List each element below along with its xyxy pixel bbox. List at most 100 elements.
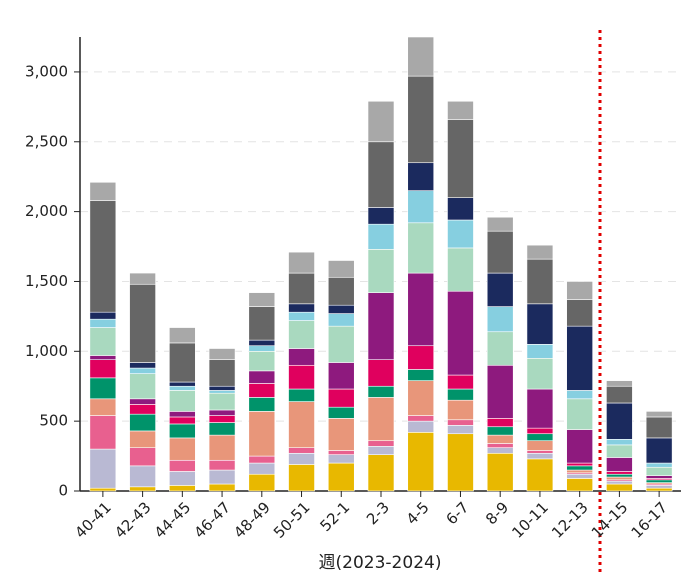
bar-segment <box>288 311 315 321</box>
bar-segment <box>367 445 395 455</box>
bar-segment <box>526 433 554 442</box>
bar-segment <box>447 399 474 421</box>
bar-segment <box>169 390 196 412</box>
bar-segment <box>606 385 633 404</box>
bar-segment <box>606 439 633 446</box>
bar-segment <box>645 466 673 476</box>
bar-segment <box>526 427 554 435</box>
bar-segment <box>367 223 395 250</box>
bar-segment <box>486 306 514 333</box>
bar-segment <box>566 478 593 492</box>
bar-segment <box>169 385 196 391</box>
bar-segment <box>367 385 395 398</box>
bar-segment <box>248 351 276 372</box>
x-tick-label: 6-7 <box>442 498 472 528</box>
bar-segment <box>407 432 435 492</box>
x-tick-label: 42-43 <box>111 498 155 542</box>
bar-segment <box>169 342 196 383</box>
bar-segment <box>407 415 435 422</box>
bar-segment <box>645 475 673 479</box>
bar-segment <box>566 473 593 479</box>
bar-segment <box>208 434 236 461</box>
bar-segment <box>129 486 156 492</box>
bar-segment <box>486 418 514 428</box>
bar-segment <box>288 251 315 274</box>
y-tick-label: 2,500 <box>25 132 68 150</box>
bar-segment <box>407 36 435 77</box>
bar-segment <box>89 311 117 320</box>
bar-segment <box>169 327 196 344</box>
x-tick-label: 8-9 <box>482 498 512 528</box>
bar-segment <box>89 355 117 360</box>
bar-segment <box>248 411 276 457</box>
x-tick-label: 10-11 <box>508 498 552 542</box>
bar-segment <box>407 222 435 274</box>
bar-segment <box>248 462 276 475</box>
bar-segment <box>526 440 554 451</box>
bar-segment <box>327 304 355 314</box>
bar-segment <box>169 437 196 461</box>
bar-segment <box>526 344 554 359</box>
x-tick-label: 12-13 <box>548 498 592 542</box>
bar-segment <box>129 362 156 369</box>
bar-segment <box>248 306 276 341</box>
x-tick-label: 52-1 <box>316 498 353 535</box>
bar-segment <box>645 411 673 418</box>
bar-segment <box>208 469 236 485</box>
bar-segment <box>526 357 554 390</box>
bar-segment <box>407 369 435 381</box>
bar-segment <box>486 452 514 492</box>
bar-segment <box>447 197 474 221</box>
bar-segment <box>288 303 315 313</box>
bar-segment <box>89 415 117 450</box>
bar-segment <box>606 476 633 481</box>
bar-segment <box>169 411 196 418</box>
x-tick-label: 44-45 <box>151 498 195 542</box>
x-tick-label: 2-3 <box>363 498 393 528</box>
bar-segment <box>407 162 435 191</box>
x-tick-label: 14-15 <box>588 498 632 542</box>
y-tick-label: 1,500 <box>25 272 68 290</box>
bar-segment <box>367 454 395 492</box>
bar-segment <box>566 281 593 300</box>
bar-segment <box>645 487 673 492</box>
x-tick-label: 48-49 <box>230 498 274 542</box>
bar-segment <box>447 388 474 401</box>
bar-segment <box>169 416 196 425</box>
bar-segment <box>447 119 474 198</box>
bar-segment <box>208 359 236 387</box>
bar-segment <box>645 479 673 483</box>
bar-segment <box>89 181 117 201</box>
bar-segment <box>645 485 673 489</box>
bar-segment <box>367 141 395 208</box>
bar-segment <box>606 480 633 485</box>
bar-segment <box>288 447 315 454</box>
bar-segment <box>208 392 236 411</box>
bar-segment <box>248 455 276 464</box>
bar-segment <box>606 483 633 492</box>
bar-segment <box>327 313 355 327</box>
bar-segment <box>526 458 554 492</box>
bar-segment <box>606 444 633 458</box>
x-axis-title: 週(2023-2024) <box>319 553 442 573</box>
bar-segment <box>407 272 435 347</box>
bar-segment <box>327 276 355 306</box>
bar-segment <box>89 318 117 328</box>
bar-segment <box>327 260 355 278</box>
bar-segment <box>486 426 514 436</box>
x-tick-label: 40-41 <box>71 498 115 542</box>
bar-segment <box>89 448 117 489</box>
bar-segment <box>248 292 276 307</box>
bar-segment <box>486 230 514 274</box>
bar-segment <box>447 247 474 292</box>
bar-segment <box>129 447 156 467</box>
bar-segment <box>248 383 276 398</box>
bar-segment <box>129 404 156 415</box>
bar-segment <box>526 452 554 460</box>
bar-segment <box>248 397 276 412</box>
x-tick-label: 50-51 <box>270 498 314 542</box>
bar-segment <box>447 100 474 120</box>
bar-segment <box>566 462 593 467</box>
bar-segment <box>645 416 673 439</box>
